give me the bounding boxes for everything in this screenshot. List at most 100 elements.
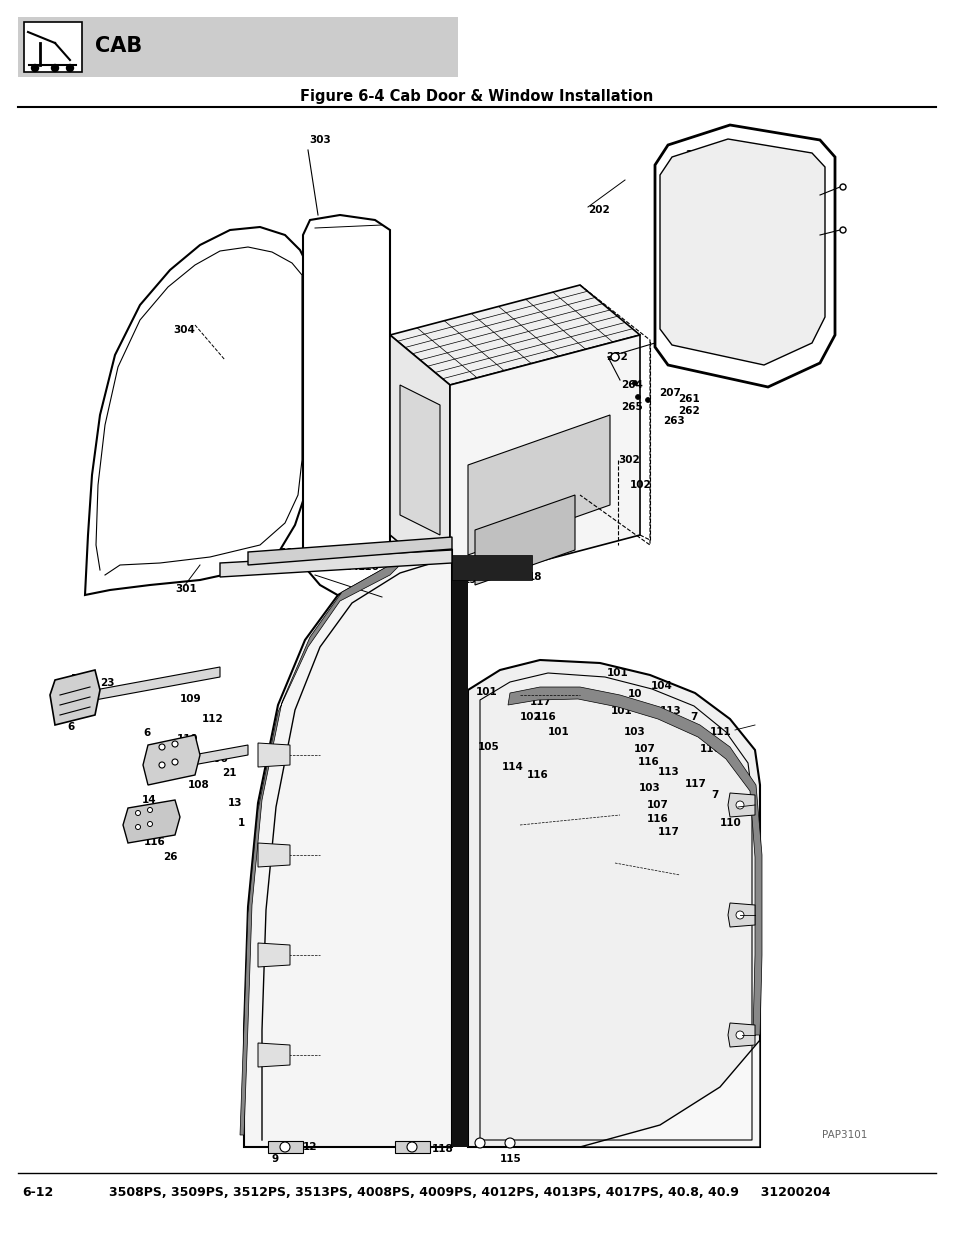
Text: 111: 111: [709, 727, 731, 737]
Polygon shape: [257, 944, 290, 967]
Text: 204: 204: [718, 195, 740, 205]
Circle shape: [635, 394, 639, 399]
Circle shape: [840, 184, 845, 190]
Circle shape: [159, 743, 165, 750]
Circle shape: [735, 1031, 743, 1039]
Text: 116: 116: [646, 814, 668, 824]
Text: 9: 9: [272, 1153, 279, 1165]
Text: 1: 1: [237, 818, 245, 827]
Circle shape: [504, 1137, 515, 1149]
Text: 301: 301: [174, 584, 196, 594]
Text: 2: 2: [124, 823, 132, 832]
Circle shape: [51, 64, 58, 72]
Text: 20: 20: [486, 552, 501, 562]
Polygon shape: [727, 793, 754, 818]
Polygon shape: [390, 285, 639, 385]
Text: 13: 13: [228, 798, 242, 808]
Text: 117: 117: [658, 827, 679, 837]
Text: 116: 116: [638, 757, 659, 767]
Text: 113: 113: [659, 706, 681, 716]
Circle shape: [148, 808, 152, 813]
Text: 116: 116: [357, 562, 379, 572]
Bar: [268, 1141, 303, 1153]
Polygon shape: [193, 745, 248, 764]
Bar: [395, 1141, 430, 1153]
Polygon shape: [399, 385, 439, 535]
Text: 21: 21: [222, 768, 236, 778]
Polygon shape: [85, 227, 310, 595]
Circle shape: [159, 762, 165, 768]
Text: 264: 264: [620, 380, 642, 390]
Text: 25: 25: [55, 706, 70, 716]
Text: 101: 101: [610, 706, 632, 716]
Text: 6: 6: [143, 727, 150, 739]
Text: 265: 265: [620, 403, 642, 412]
Text: 12: 12: [303, 1142, 317, 1152]
Text: 117: 117: [280, 548, 301, 558]
Polygon shape: [244, 550, 452, 1147]
Polygon shape: [220, 550, 452, 577]
Text: 7: 7: [689, 713, 697, 722]
Text: Figure 6-4 Cab Door & Window Installation: Figure 6-4 Cab Door & Window Installatio…: [300, 89, 653, 105]
Text: 119: 119: [167, 762, 189, 772]
Text: 207: 207: [659, 388, 680, 398]
Text: 117: 117: [314, 548, 336, 558]
Text: 117: 117: [684, 779, 706, 789]
Text: 3508PS, 3509PS, 3512PS, 3513PS, 4008PS, 4009PS, 4012PS, 4013PS, 4017PS, 40.8, 40: 3508PS, 3509PS, 3512PS, 3513PS, 4008PS, …: [109, 1186, 830, 1198]
Text: 201: 201: [764, 161, 786, 170]
Circle shape: [645, 398, 650, 403]
Circle shape: [610, 353, 618, 361]
Circle shape: [135, 825, 140, 830]
Text: 4: 4: [168, 827, 175, 837]
Circle shape: [280, 1142, 290, 1152]
Circle shape: [172, 760, 178, 764]
Text: 116: 116: [293, 558, 314, 568]
Circle shape: [31, 64, 38, 72]
Text: 116: 116: [535, 713, 557, 722]
Circle shape: [475, 1137, 484, 1149]
Text: 116: 116: [526, 769, 548, 781]
Text: 103: 103: [639, 783, 660, 793]
Circle shape: [407, 1142, 416, 1152]
Polygon shape: [727, 1023, 754, 1047]
Circle shape: [148, 821, 152, 826]
Text: 111: 111: [728, 802, 750, 811]
Polygon shape: [257, 844, 290, 867]
Text: 114: 114: [337, 562, 359, 572]
Text: 263: 263: [662, 416, 684, 426]
Polygon shape: [95, 667, 220, 700]
Text: 19: 19: [462, 576, 476, 585]
Text: 261: 261: [678, 394, 699, 404]
Text: 112: 112: [202, 714, 224, 724]
Text: 304: 304: [172, 325, 194, 335]
Circle shape: [632, 380, 637, 385]
Text: 105: 105: [477, 742, 499, 752]
Text: 5: 5: [70, 674, 77, 684]
Text: 115: 115: [499, 1153, 521, 1165]
Text: 14: 14: [142, 795, 156, 805]
Text: 24: 24: [55, 690, 70, 700]
Circle shape: [67, 64, 73, 72]
Polygon shape: [257, 743, 290, 767]
Text: 6: 6: [67, 722, 74, 732]
Text: 101: 101: [547, 727, 569, 737]
Text: 109: 109: [253, 557, 274, 567]
Text: 109: 109: [180, 694, 201, 704]
Bar: [452, 555, 532, 580]
Text: 302: 302: [618, 454, 639, 466]
Circle shape: [735, 802, 743, 809]
Text: 23: 23: [100, 678, 114, 688]
Text: 118: 118: [432, 1144, 454, 1153]
Text: 107: 107: [646, 800, 668, 810]
Text: 205: 205: [729, 165, 751, 175]
Polygon shape: [450, 335, 639, 585]
Text: 119: 119: [177, 734, 198, 743]
Text: 7: 7: [710, 790, 718, 800]
Text: 203: 203: [726, 182, 748, 191]
Text: 114: 114: [501, 762, 523, 772]
Polygon shape: [468, 415, 609, 555]
Text: 107: 107: [634, 743, 655, 755]
Circle shape: [840, 227, 845, 233]
Circle shape: [735, 911, 743, 919]
Text: 209: 209: [723, 220, 745, 230]
